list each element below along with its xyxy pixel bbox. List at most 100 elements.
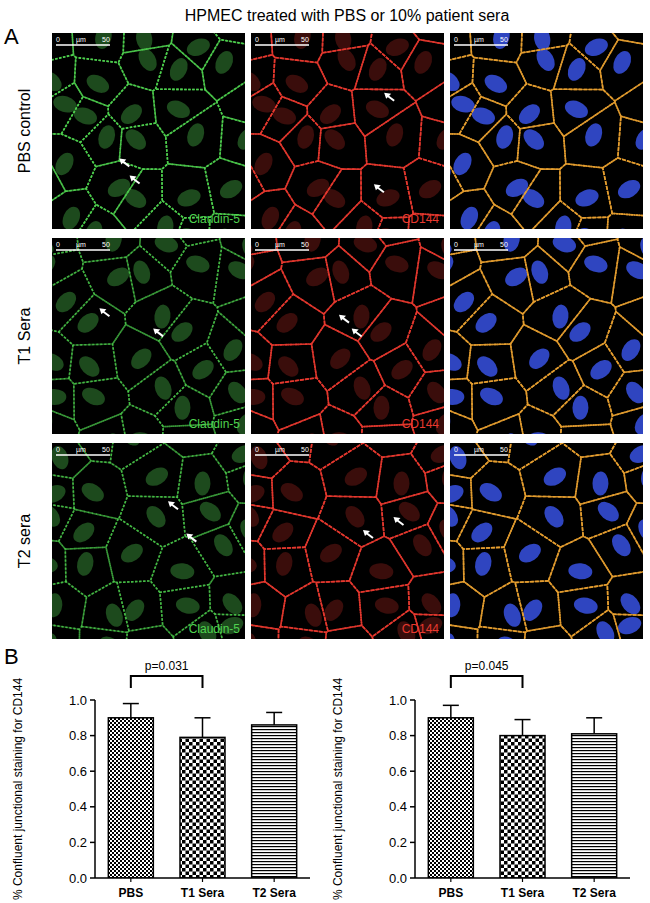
- junction: [611, 247, 650, 307]
- nucleus: [352, 304, 371, 330]
- junction: [12, 537, 66, 593]
- nucleus: [342, 464, 371, 490]
- scale-text: µm: [474, 446, 484, 454]
- y-tick: [90, 877, 95, 879]
- junction: [613, 614, 650, 679]
- nucleus: [121, 596, 148, 625]
- junction: [211, 0, 273, 69]
- junction: [410, 582, 485, 630]
- y-tick: [90, 699, 95, 701]
- nucleus: [409, 531, 436, 560]
- junction: [538, 198, 585, 272]
- junction: [547, 198, 633, 246]
- nucleus: [562, 97, 590, 121]
- p-value: p=0.045: [465, 659, 509, 673]
- junction: [211, 269, 293, 332]
- nucleus: [155, 214, 175, 240]
- nucleus: [593, 618, 618, 647]
- nucleus: [580, 417, 606, 437]
- scale-text: 0: [454, 241, 458, 248]
- junction: [123, 0, 179, 53]
- nucleus: [617, 5, 641, 33]
- y-axis: [414, 700, 416, 878]
- nucleus: [52, 288, 80, 316]
- junction: [410, 269, 492, 332]
- x-tick: [522, 878, 523, 882]
- junction: [410, 321, 471, 382]
- nucleus: [341, 502, 368, 531]
- scale-text: 50: [102, 446, 110, 453]
- panel-title: HPMEC treated with PBS or 10% patient se…: [185, 7, 510, 24]
- nucleus: [610, 48, 635, 77]
- nucleus: [59, 204, 83, 232]
- junction: [515, 581, 561, 631]
- y-tick: [90, 735, 95, 737]
- junction: [12, 498, 75, 541]
- micrograph-bg: [52, 443, 245, 639]
- nucleus: [292, 24, 313, 51]
- junction: [521, 625, 582, 679]
- scale-text: µm: [76, 36, 86, 44]
- junction: [211, 127, 265, 227]
- junction: [517, 123, 566, 169]
- junction: [166, 102, 223, 168]
- scale-text: µm: [474, 36, 484, 44]
- error-cap: [123, 703, 139, 705]
- y-tick: [410, 735, 415, 737]
- junction: [119, 123, 168, 169]
- nucleus: [153, 304, 172, 330]
- nucleus: [45, 593, 63, 618]
- scale-text: µm: [474, 241, 484, 249]
- y-axis-label: % Confluent junctional staining for CD14…: [11, 678, 25, 900]
- junction: [410, 250, 481, 308]
- nucleus: [457, 204, 481, 232]
- nucleus: [182, 417, 208, 437]
- micrograph: 0µm50CD144: [211, 403, 484, 679]
- significance-bracket: [451, 676, 523, 688]
- nucleus: [37, 502, 64, 531]
- micrograph-bg: [52, 238, 245, 434]
- bar: [428, 718, 473, 878]
- junction: [50, 403, 119, 463]
- nucleus: [381, 417, 407, 437]
- error-stem: [273, 712, 275, 724]
- nucleus: [42, 389, 66, 405]
- plot-area: [108, 704, 296, 878]
- nucleus: [258, 204, 282, 232]
- scale-bar: [255, 44, 309, 46]
- nucleus: [127, 344, 155, 372]
- nucleus: [295, 633, 324, 659]
- nucleus: [247, 444, 270, 472]
- junction: [211, 83, 282, 134]
- nucleus: [469, 104, 497, 127]
- bar: [500, 736, 545, 878]
- arrow-head: [153, 328, 160, 334]
- nucleus: [501, 227, 521, 254]
- nucleus: [615, 176, 644, 202]
- nucleus: [168, 318, 197, 346]
- scale-text: µm: [76, 446, 86, 454]
- micrograph-bg: [450, 33, 643, 229]
- nucleus: [295, 123, 317, 151]
- nucleus: [217, 176, 246, 202]
- junction: [325, 246, 371, 303]
- nucleus: [316, 100, 345, 128]
- nucleus: [622, 378, 649, 407]
- junction: [70, 0, 126, 63]
- error-bar: [586, 718, 602, 734]
- micrograph: 0µm50Claudin-5: [12, 0, 285, 269]
- micrograph-bg: [52, 33, 245, 229]
- nucleus: [31, 251, 59, 280]
- nucleus: [582, 35, 610, 59]
- junction: [140, 198, 187, 272]
- junction: [349, 536, 413, 592]
- y-tick: [410, 842, 415, 844]
- y-tick: [410, 699, 415, 701]
- error-bar: [266, 712, 282, 724]
- error-stem: [593, 718, 595, 734]
- junction: [258, 294, 325, 345]
- junction: [459, 97, 506, 143]
- nucleus: [152, 232, 180, 255]
- junction: [523, 285, 591, 341]
- nucleus: [282, 71, 311, 97]
